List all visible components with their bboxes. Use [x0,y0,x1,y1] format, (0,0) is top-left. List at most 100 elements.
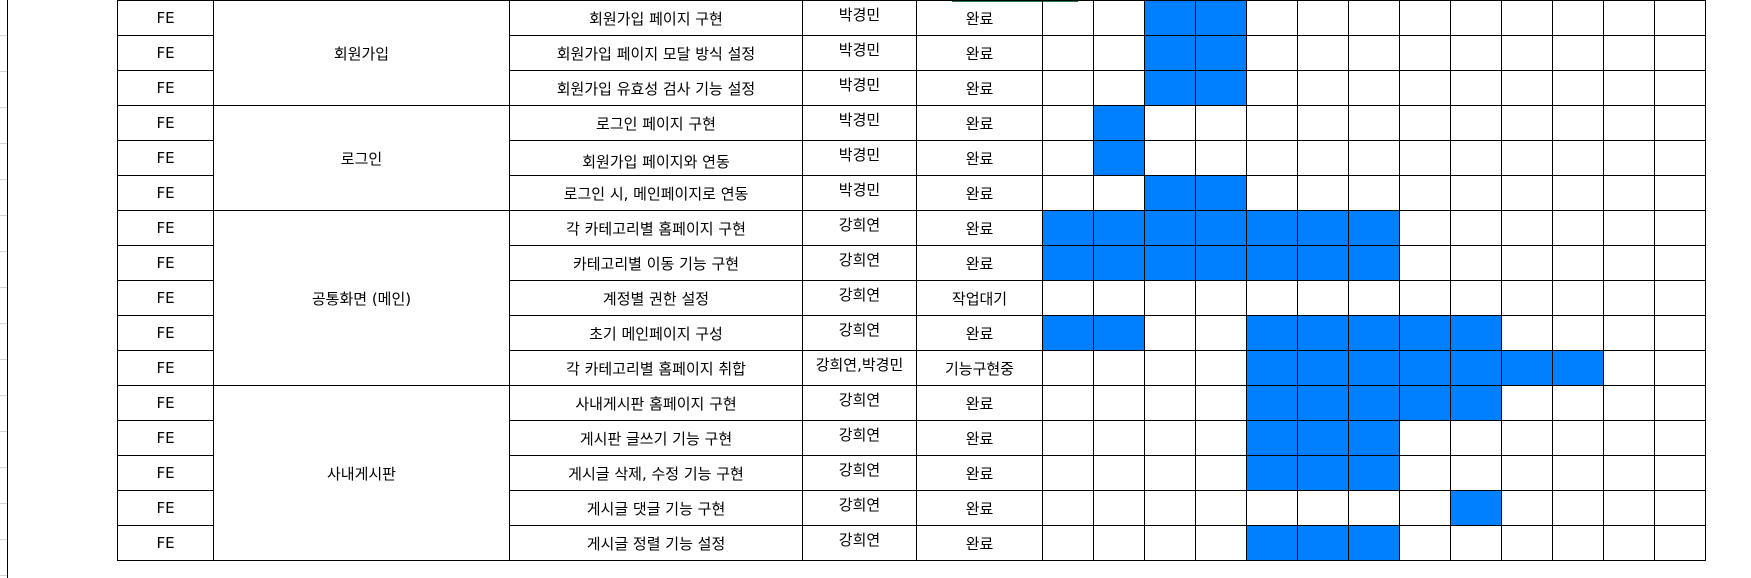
feature-group-cell[interactable]: 사내게시판 [213,385,510,561]
gantt-empty-cell[interactable] [1399,105,1451,141]
gantt-empty-cell[interactable] [1297,280,1349,316]
status-cell[interactable]: 완료 [916,490,1043,526]
gantt-bar-cell[interactable] [1246,455,1298,491]
gantt-empty-cell[interactable] [1603,315,1655,351]
gantt-bar-cell[interactable] [1093,245,1145,281]
gantt-bar-cell[interactable] [1093,140,1145,176]
gantt-bar-cell[interactable] [1450,350,1502,386]
task-cell[interactable]: 회원가입 페이지와 연동 [509,140,803,176]
gantt-empty-cell[interactable] [1042,525,1094,561]
gantt-empty-cell[interactable] [1450,35,1502,71]
gantt-empty-cell[interactable] [1042,105,1094,141]
gantt-empty-cell[interactable] [1042,455,1094,491]
task-cell[interactable]: 게시글 정렬 기능 설정 [509,525,803,561]
gantt-bar-cell[interactable] [1093,105,1145,141]
gantt-bar-cell[interactable] [1195,0,1247,36]
gantt-empty-cell[interactable] [1399,140,1451,176]
gantt-empty-cell[interactable] [1093,490,1145,526]
gantt-bar-cell[interactable] [1246,350,1298,386]
part-cell[interactable]: FE [117,0,214,36]
status-cell[interactable]: 완료 [916,385,1043,421]
gantt-bar-cell[interactable] [1297,245,1349,281]
gantt-empty-cell[interactable] [1450,0,1502,36]
gantt-empty-cell[interactable] [1348,140,1400,176]
gantt-empty-cell[interactable] [1552,245,1604,281]
owner-cell[interactable]: 강희연 [802,490,917,526]
gantt-bar-cell[interactable] [1348,210,1400,246]
gantt-empty-cell[interactable] [1450,105,1502,141]
gantt-empty-cell[interactable] [1603,70,1655,106]
owner-cell[interactable]: 박경민 [802,175,917,211]
gantt-empty-cell[interactable] [1093,385,1145,421]
gantt-bar-cell[interactable] [1093,210,1145,246]
gantt-bar-cell[interactable] [1348,455,1400,491]
gantt-empty-cell[interactable] [1603,210,1655,246]
gantt-empty-cell[interactable] [1552,280,1604,316]
gantt-empty-cell[interactable] [1093,280,1145,316]
gantt-empty-cell[interactable] [1654,455,1706,491]
gantt-bar-cell[interactable] [1297,385,1349,421]
gantt-empty-cell[interactable] [1450,420,1502,456]
gantt-bar-cell[interactable] [1195,35,1247,71]
gantt-empty-cell[interactable] [1399,420,1451,456]
gantt-empty-cell[interactable] [1144,525,1196,561]
gantt-empty-cell[interactable] [1042,350,1094,386]
status-cell[interactable]: 완료 [916,35,1043,71]
gantt-empty-cell[interactable] [1348,490,1400,526]
gantt-bar-cell[interactable] [1195,245,1247,281]
part-cell[interactable]: FE [117,525,214,561]
gantt-bar-cell[interactable] [1450,490,1502,526]
gantt-empty-cell[interactable] [1552,175,1604,211]
gantt-empty-cell[interactable] [1603,280,1655,316]
gantt-bar-cell[interactable] [1246,315,1298,351]
task-cell[interactable]: 초기 메인페이지 구성 [509,315,803,351]
gantt-bar-cell[interactable] [1450,385,1502,421]
gantt-empty-cell[interactable] [1093,420,1145,456]
gantt-empty-cell[interactable] [1195,385,1247,421]
gantt-empty-cell[interactable] [1399,35,1451,71]
gantt-empty-cell[interactable] [1603,140,1655,176]
row-header-cell[interactable] [0,36,7,72]
gantt-empty-cell[interactable] [1195,280,1247,316]
gantt-empty-cell[interactable] [1399,210,1451,246]
task-cell[interactable]: 게시글 댓글 기능 구현 [509,490,803,526]
gantt-empty-cell[interactable] [1144,490,1196,526]
gantt-bar-cell[interactable] [1144,175,1196,211]
gantt-empty-cell[interactable] [1552,105,1604,141]
owner-cell[interactable]: 강희연 [802,315,917,351]
part-cell[interactable]: FE [117,175,214,211]
gantt-empty-cell[interactable] [1450,175,1502,211]
part-cell[interactable]: FE [117,350,214,386]
row-header-cell[interactable] [0,288,7,324]
gantt-empty-cell[interactable] [1399,525,1451,561]
part-cell[interactable]: FE [117,490,214,526]
gantt-empty-cell[interactable] [1654,70,1706,106]
gantt-empty-cell[interactable] [1501,175,1553,211]
task-cell[interactable]: 회원가입 페이지 모달 방식 설정 [509,35,803,71]
gantt-empty-cell[interactable] [1195,140,1247,176]
gantt-bar-cell[interactable] [1042,210,1094,246]
gantt-bar-cell[interactable] [1450,315,1502,351]
gantt-empty-cell[interactable] [1297,70,1349,106]
gantt-bar-cell[interactable] [1246,210,1298,246]
gantt-empty-cell[interactable] [1195,350,1247,386]
gantt-empty-cell[interactable] [1450,245,1502,281]
part-cell[interactable]: FE [117,455,214,491]
task-cell[interactable]: 사내게시판 홈페이지 구현 [509,385,803,421]
gantt-empty-cell[interactable] [1348,280,1400,316]
gantt-bar-cell[interactable] [1195,210,1247,246]
gantt-empty-cell[interactable] [1195,525,1247,561]
gantt-empty-cell[interactable] [1552,315,1604,351]
feature-group-cell[interactable]: 로그인 [213,105,510,211]
gantt-empty-cell[interactable] [1195,105,1247,141]
gantt-empty-cell[interactable] [1654,0,1706,36]
gantt-empty-cell[interactable] [1093,0,1145,36]
gantt-empty-cell[interactable] [1603,385,1655,421]
part-cell[interactable]: FE [117,210,214,246]
owner-cell[interactable]: 강희연 [802,525,917,561]
gantt-empty-cell[interactable] [1144,105,1196,141]
gantt-empty-cell[interactable] [1348,0,1400,36]
gantt-empty-cell[interactable] [1603,455,1655,491]
status-cell[interactable]: 완료 [916,525,1043,561]
gantt-bar-cell[interactable] [1399,350,1451,386]
